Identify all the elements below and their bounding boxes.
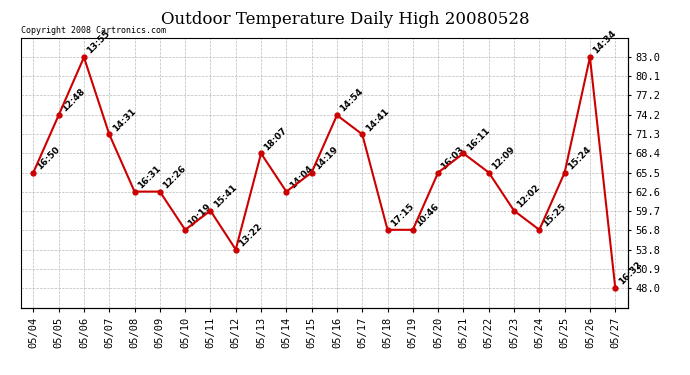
Text: 15:41: 15:41 (212, 183, 239, 209)
Text: 14:04: 14:04 (288, 164, 315, 190)
Text: 13:22: 13:22 (237, 222, 264, 248)
Text: Outdoor Temperature Daily High 20080528: Outdoor Temperature Daily High 20080528 (161, 11, 529, 28)
Text: 12:09: 12:09 (490, 144, 517, 171)
Text: 15:24: 15:24 (566, 144, 593, 171)
Text: 14:54: 14:54 (338, 87, 365, 114)
Text: 16:03: 16:03 (440, 145, 466, 171)
Text: 18:07: 18:07 (262, 125, 289, 152)
Text: 14:31: 14:31 (110, 106, 137, 133)
Text: 16:11: 16:11 (465, 125, 491, 152)
Text: 14:34: 14:34 (591, 29, 618, 56)
Text: 13:55: 13:55 (86, 29, 112, 56)
Text: 12:48: 12:48 (60, 87, 87, 114)
Text: 16:50: 16:50 (34, 145, 61, 171)
Text: 14:19: 14:19 (313, 144, 339, 171)
Text: 12:02: 12:02 (515, 183, 542, 209)
Text: Copyright 2008 Cartronics.com: Copyright 2008 Cartronics.com (21, 26, 166, 35)
Text: 17:15: 17:15 (389, 202, 415, 228)
Text: 14:41: 14:41 (364, 106, 391, 133)
Text: 10:19: 10:19 (186, 202, 213, 228)
Text: 15:25: 15:25 (541, 202, 567, 228)
Text: 10:46: 10:46 (414, 202, 441, 228)
Text: 16:32: 16:32 (617, 260, 643, 286)
Text: 12:26: 12:26 (161, 164, 188, 190)
Text: 16:31: 16:31 (136, 164, 163, 190)
